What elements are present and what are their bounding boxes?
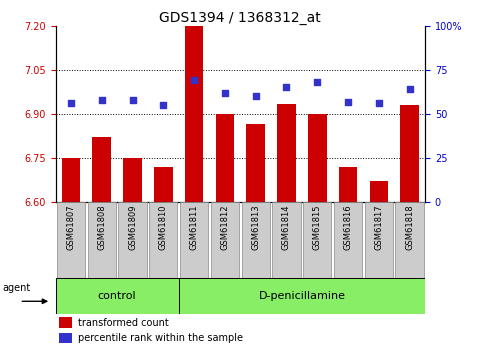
- Bar: [369, 181, 388, 202]
- FancyBboxPatch shape: [180, 202, 208, 278]
- Bar: [62, 158, 80, 202]
- Point: [221, 90, 229, 96]
- Point: [313, 79, 321, 85]
- FancyBboxPatch shape: [179, 278, 425, 314]
- FancyBboxPatch shape: [396, 202, 424, 278]
- Point: [190, 78, 198, 83]
- Text: GSM61814: GSM61814: [282, 205, 291, 250]
- Point: [128, 97, 136, 102]
- Bar: [277, 104, 296, 202]
- Point: [406, 87, 413, 92]
- FancyBboxPatch shape: [56, 278, 179, 314]
- Text: percentile rank within the sample: percentile rank within the sample: [78, 333, 243, 343]
- Point: [344, 99, 352, 104]
- Point: [98, 97, 106, 102]
- FancyBboxPatch shape: [272, 202, 300, 278]
- FancyBboxPatch shape: [211, 202, 239, 278]
- Bar: [92, 137, 111, 202]
- Point: [283, 85, 290, 90]
- Text: GSM61811: GSM61811: [190, 205, 199, 250]
- Text: GSM61807: GSM61807: [67, 205, 75, 250]
- Text: GSM61818: GSM61818: [405, 205, 414, 250]
- Bar: [59, 317, 72, 328]
- Text: GSM61808: GSM61808: [97, 205, 106, 250]
- Title: GDS1394 / 1368312_at: GDS1394 / 1368312_at: [159, 11, 321, 25]
- FancyBboxPatch shape: [334, 202, 362, 278]
- FancyBboxPatch shape: [149, 202, 177, 278]
- Text: GSM61812: GSM61812: [220, 205, 229, 250]
- Point: [375, 100, 383, 106]
- Text: GSM61816: GSM61816: [343, 205, 353, 250]
- Bar: [185, 26, 203, 202]
- Text: control: control: [98, 291, 136, 301]
- Bar: [59, 333, 72, 344]
- Point: [67, 100, 75, 106]
- Bar: [123, 158, 142, 202]
- Bar: [154, 167, 172, 202]
- Text: agent: agent: [3, 283, 31, 293]
- Text: GSM61809: GSM61809: [128, 205, 137, 250]
- Point: [252, 93, 259, 99]
- Text: GSM61815: GSM61815: [313, 205, 322, 250]
- Bar: [215, 114, 234, 202]
- Bar: [400, 105, 419, 202]
- Point: [159, 102, 167, 108]
- Text: GSM61810: GSM61810: [159, 205, 168, 250]
- Text: transformed count: transformed count: [78, 318, 169, 328]
- Bar: [339, 167, 357, 202]
- Bar: [246, 124, 265, 202]
- FancyBboxPatch shape: [87, 202, 116, 278]
- Bar: [308, 114, 327, 202]
- FancyBboxPatch shape: [118, 202, 147, 278]
- Text: D-penicillamine: D-penicillamine: [258, 291, 345, 301]
- FancyBboxPatch shape: [242, 202, 270, 278]
- FancyBboxPatch shape: [57, 202, 85, 278]
- FancyBboxPatch shape: [365, 202, 393, 278]
- FancyBboxPatch shape: [303, 202, 331, 278]
- Text: GSM61813: GSM61813: [251, 205, 260, 250]
- Text: GSM61817: GSM61817: [374, 205, 384, 250]
